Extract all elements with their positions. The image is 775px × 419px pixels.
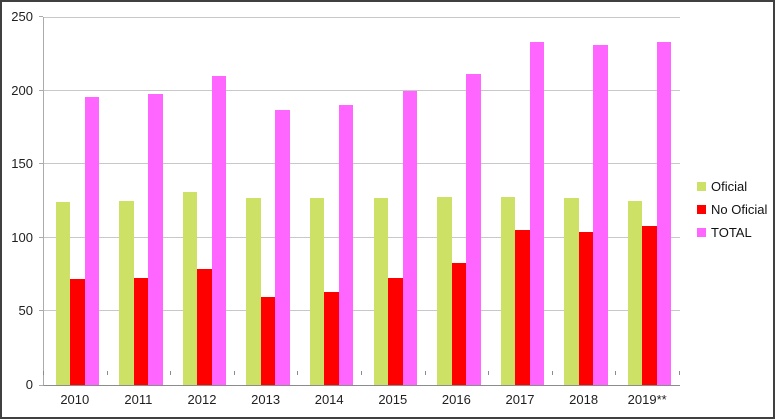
gridline-150 [44, 163, 680, 165]
legend-item-no-oficial: No Oficial [697, 202, 768, 217]
x-tick-label: 2018 [569, 392, 599, 407]
bar-total-2017 [529, 42, 545, 385]
bar-total-2010 [84, 96, 99, 385]
bar-oficial-2017 [500, 196, 516, 385]
x-tick-label: 2013 [251, 392, 281, 407]
bar-no-oficial-2010 [70, 279, 85, 385]
legend-item-oficial: Oficial [697, 179, 767, 194]
x-axis-tick [43, 371, 44, 375]
x-axis-tick [107, 371, 108, 375]
bar-oficial-2018 [564, 198, 579, 385]
x-axis-tick [234, 371, 235, 375]
bar-oficial-2010 [55, 202, 70, 385]
bar-no-oficial-2017 [515, 230, 530, 385]
x-axis-tick [615, 371, 616, 375]
x-tick-label: 2015 [378, 392, 408, 407]
y-axis-tick [39, 236, 43, 238]
legend-swatch-icon [697, 182, 706, 191]
x-tick-label: 2011 [124, 392, 153, 407]
bar-total-2012 [211, 75, 227, 385]
bar-oficial-2012 [182, 192, 198, 385]
x-axis-tick [361, 371, 362, 375]
y-tick-label: 250 [11, 9, 33, 24]
bar-no-oficial-2018 [578, 231, 594, 385]
legend-label: No Oficial [711, 202, 768, 217]
x-tick-label: 2014 [314, 392, 344, 407]
x-tick-label: 2010 [60, 392, 90, 407]
x-tick-label: 2017 [505, 392, 535, 407]
bar-oficial-2016 [437, 196, 452, 385]
bar-no-oficial-2011 [133, 277, 149, 385]
legend-swatch-icon [697, 228, 706, 237]
bar-oficial-2011 [119, 201, 134, 385]
bar-total-2018 [593, 44, 608, 385]
bar-no-oficial-2016 [451, 262, 467, 385]
legend: Oficial No Oficial TOTAL [697, 179, 768, 249]
x-tick-label: 2016 [441, 392, 471, 407]
plot-area [39, 16, 680, 386]
bar-total-2013 [275, 109, 290, 385]
gridline-50 [44, 310, 680, 312]
bar-oficial-2013 [246, 198, 261, 385]
y-axis-tick [39, 163, 43, 165]
bar-oficial-2014 [309, 198, 325, 385]
y-tick-label: 0 [25, 377, 33, 392]
bar-total-2011 [148, 93, 163, 385]
bar-no-oficial-2019 [642, 226, 657, 385]
y-tick-label: 200 [11, 82, 33, 98]
legend-swatch-icon [697, 205, 706, 214]
x-axis-tick [679, 371, 680, 375]
y-tick-label: 100 [11, 229, 33, 245]
legend-label: Oficial [711, 179, 748, 194]
bar-oficial-2015 [373, 198, 388, 385]
bar-total-2019 [656, 42, 672, 385]
x-axis-tick [170, 371, 171, 375]
x-axis-tick [297, 371, 298, 375]
legend-label: TOTAL [711, 225, 752, 240]
y-axis-tick [39, 16, 43, 17]
bar-no-oficial-2015 [388, 277, 403, 385]
y-axis-tick [39, 310, 43, 312]
legend-item-total: TOTAL [697, 225, 767, 240]
bar-no-oficial-2014 [324, 292, 339, 385]
y-axis-tick [39, 89, 43, 91]
x-tick-label: 2012 [187, 392, 217, 407]
gridline-200 [44, 89, 680, 91]
y-axis-tick [39, 385, 43, 386]
bar-total-2015 [402, 90, 417, 385]
gridline-250 [44, 17, 680, 18]
x-axis-tick [552, 371, 553, 375]
x-tick-label: 2019** [627, 392, 667, 407]
bar-no-oficial-2013 [260, 296, 276, 385]
bar-no-oficial-2012 [197, 268, 212, 385]
y-tick-label: 150 [11, 156, 33, 172]
bar-total-2016 [466, 74, 481, 385]
bar-total-2014 [338, 105, 354, 385]
x-axis-tick [488, 371, 489, 375]
bar-oficial-2019 [627, 201, 643, 385]
gridline-100 [44, 236, 680, 238]
y-tick-label: 50 [18, 303, 33, 319]
x-axis-tick [425, 371, 426, 375]
